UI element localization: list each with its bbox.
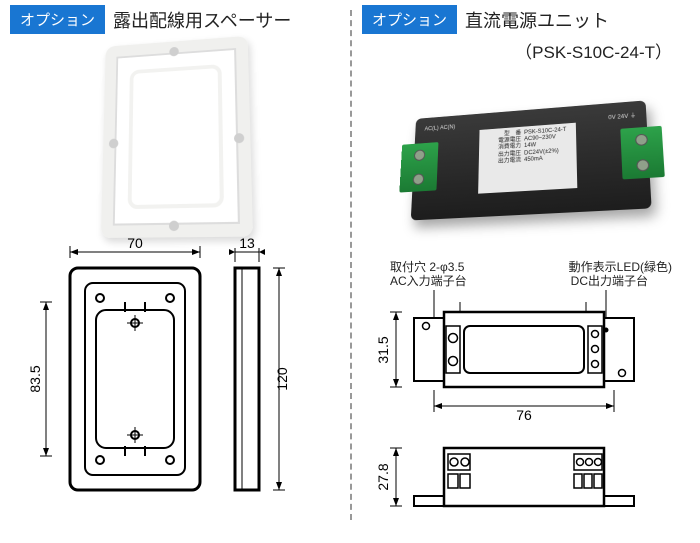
psu-nameplate: 型 番PSK-S10C-24-T電源電圧AC90~230V消費電力14W出力電圧… bbox=[478, 122, 577, 193]
dim-length: 76 bbox=[516, 407, 532, 423]
spacer-drawing: 70 bbox=[10, 233, 340, 528]
left-title: 露出配線用スペーサー bbox=[113, 7, 291, 33]
annot-dc: DC出力端子台 bbox=[571, 272, 648, 289]
psu-drawing: 31.5 76 bbox=[362, 288, 692, 538]
dim-depth: 13 bbox=[239, 235, 255, 251]
dim-body-h: 31.5 bbox=[375, 336, 391, 363]
dim-total-h: 27.8 bbox=[375, 463, 391, 490]
model-number: （PSK-S10C-24-T） bbox=[362, 38, 672, 63]
spacer-photo bbox=[10, 38, 340, 233]
option-badge: オプション bbox=[10, 5, 105, 34]
right-header: オプション 直流電源ユニット bbox=[362, 5, 692, 34]
left-header: オプション 露出配線用スペーサー bbox=[10, 5, 340, 34]
left-column: オプション 露出配線用スペーサー 70 bbox=[0, 0, 350, 530]
dim-height: 120 bbox=[274, 367, 290, 391]
psu-photo: 型 番PSK-S10C-24-T電源電圧AC90~230V消費電力14W出力電圧… bbox=[362, 63, 692, 258]
dim-inner-h: 83.5 bbox=[27, 365, 43, 392]
right-title: 直流電源ユニット bbox=[465, 7, 609, 33]
annot-ac: AC入力端子台 bbox=[390, 272, 467, 289]
right-column: オプション 直流電源ユニット （PSK-S10C-24-T） 型 番PSK-S1… bbox=[352, 0, 700, 530]
option-badge: オプション bbox=[362, 5, 457, 34]
